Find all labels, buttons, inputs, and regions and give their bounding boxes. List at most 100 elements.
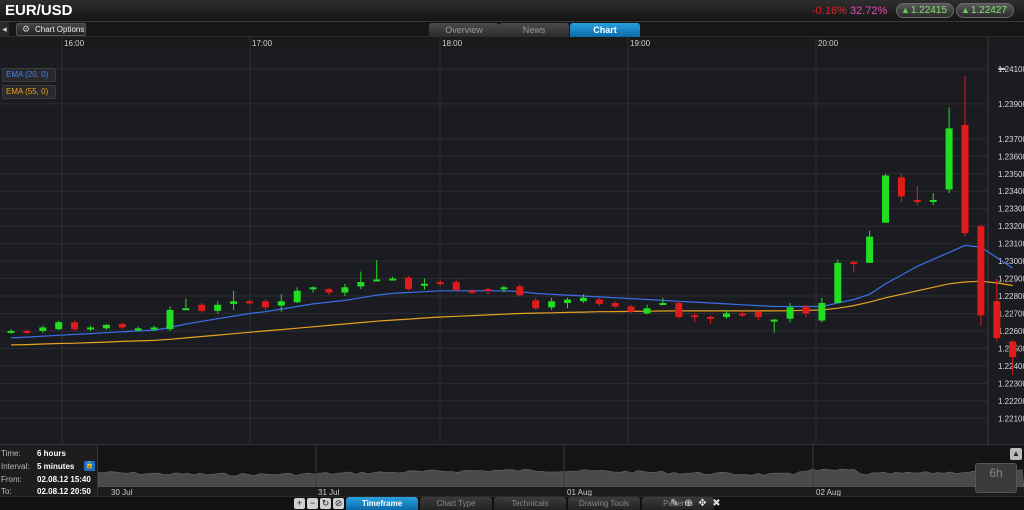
candle-body bbox=[611, 303, 619, 307]
arrow-up-icon: ▲ bbox=[901, 5, 910, 15]
tab-timeframe[interactable]: Timeframe bbox=[346, 497, 418, 510]
candle-body bbox=[389, 278, 397, 281]
candle-body bbox=[564, 299, 571, 304]
candle-body bbox=[977, 226, 985, 316]
tab-drawing-tools[interactable]: Drawing Tools bbox=[568, 497, 640, 510]
candle-body bbox=[770, 319, 778, 322]
candle-body bbox=[39, 327, 47, 331]
ema-20-legend[interactable]: EMA (20, 0) bbox=[2, 68, 56, 82]
candle-body bbox=[691, 315, 699, 318]
navigator-overview-chart[interactable] bbox=[98, 445, 1024, 497]
candle-body bbox=[834, 262, 842, 304]
ema-55-legend[interactable]: EMA (55, 0) bbox=[2, 85, 56, 99]
candle-body bbox=[214, 304, 222, 311]
x-tick-label: 19:00 bbox=[630, 39, 651, 48]
candle-body bbox=[945, 128, 953, 190]
x-tick-label: 20:00 bbox=[818, 39, 839, 48]
tab-patterns[interactable]: Patterns bbox=[642, 497, 714, 510]
delete-icon[interactable]: ✖ bbox=[712, 498, 721, 509]
candle-body bbox=[866, 236, 874, 263]
candle-body bbox=[595, 299, 603, 304]
bottom-toolbar: + − ↻ ⊘ Timeframe Chart Type Technicals … bbox=[0, 496, 1024, 510]
buy-price-button[interactable]: ▲ 1.22427 bbox=[956, 3, 1014, 18]
y-tick-label: 1.22700 bbox=[998, 309, 1024, 318]
candle-body bbox=[420, 283, 428, 286]
ema-55-label: EMA (55, 0) bbox=[6, 87, 49, 96]
navigator-date-strip bbox=[98, 487, 1024, 497]
title-bar: EUR/USD -0.16% 32.72% ▲ 1.22415 ▲ 1.2242… bbox=[0, 0, 1024, 22]
axis-settings-icon[interactable]: ▬ bbox=[998, 65, 1006, 72]
pencil-icon[interactable]: ✎ bbox=[670, 498, 679, 509]
candle-body bbox=[405, 277, 412, 290]
chart-canvas[interactable]: 1.24100 1.23900 1.23700 1.23600 1.23500 1.234… bbox=[0, 37, 1024, 444]
candle-body bbox=[452, 282, 460, 290]
candle-body bbox=[516, 286, 524, 296]
candle-body bbox=[150, 327, 158, 330]
candle-body bbox=[118, 323, 126, 328]
range-selector-handle[interactable]: 6h bbox=[975, 463, 1017, 493]
chart-options-button[interactable]: ⚙ Chart Options bbox=[16, 23, 86, 36]
ema-20-label: EMA (20, 0) bbox=[6, 70, 49, 79]
tab-news[interactable]: News bbox=[499, 23, 569, 37]
candle-body bbox=[913, 199, 921, 202]
candle-body bbox=[882, 175, 889, 223]
nav-date-label: 30 Jul bbox=[111, 488, 133, 497]
info-to-label: To: bbox=[1, 487, 12, 496]
x-tick-label: 16:00 bbox=[64, 39, 85, 48]
candle-body bbox=[897, 177, 905, 197]
candle-body bbox=[548, 301, 556, 308]
y-tick-label: 1.22200 bbox=[998, 397, 1024, 406]
info-interval-label: Interval: bbox=[1, 462, 30, 471]
zoom-in-icon[interactable]: + bbox=[294, 498, 305, 509]
candle-body bbox=[818, 303, 826, 321]
crosshair-icon[interactable]: ⊕ bbox=[684, 498, 693, 509]
candle-body bbox=[754, 311, 762, 317]
candle-body bbox=[182, 308, 190, 311]
tab-technicals[interactable]: Technicals bbox=[494, 497, 566, 510]
collapse-button[interactable]: ◂ bbox=[0, 22, 9, 36]
change-percent: -0.16% bbox=[812, 5, 847, 17]
candle-body bbox=[261, 301, 269, 308]
candle-body bbox=[198, 304, 206, 311]
tab-chart[interactable]: Chart bbox=[570, 23, 640, 37]
y-tick-label: 1.23000 bbox=[998, 257, 1024, 266]
chart-options-label: Chart Options bbox=[35, 25, 85, 34]
scroll-up-icon[interactable]: ▲ bbox=[1010, 448, 1022, 460]
tab-overview[interactable]: Overview bbox=[429, 23, 499, 37]
y-tick-label: 1.22100 bbox=[998, 414, 1024, 423]
lock-icon[interactable]: 🔒 bbox=[84, 461, 95, 471]
y-tick-label: 1.23400 bbox=[998, 187, 1024, 196]
price-chart[interactable]: 1.24100 1.23900 1.23700 1.23600 1.23500 1.234… bbox=[0, 37, 1024, 444]
candle-body bbox=[246, 301, 253, 304]
candle-body bbox=[357, 282, 365, 287]
move-icon[interactable]: ✥ bbox=[698, 498, 707, 509]
reset-zoom-icon[interactable]: ↻ bbox=[320, 498, 331, 509]
info-from-label: From: bbox=[1, 475, 22, 484]
y-tick-label: 1.23500 bbox=[998, 170, 1024, 179]
candle-body bbox=[500, 287, 508, 290]
info-to-value: 02.08.12 20:50 bbox=[37, 487, 91, 496]
info-time-value: 6 hours bbox=[37, 449, 66, 458]
info-from-value: 02.08.12 15:40 bbox=[37, 475, 91, 484]
y-tick-label: 1.22900 bbox=[998, 275, 1024, 284]
y-tick-label: 1.23700 bbox=[998, 135, 1024, 144]
bid-price: 1.22415 bbox=[910, 5, 947, 16]
candle-body bbox=[293, 290, 301, 303]
candle-body bbox=[102, 324, 110, 329]
candle-body bbox=[643, 308, 651, 314]
candle-body bbox=[738, 313, 746, 316]
no-entry-icon[interactable]: ⊘ bbox=[333, 498, 344, 509]
ema-55-line bbox=[10, 280, 1013, 346]
candle-body bbox=[55, 322, 63, 330]
candle-body bbox=[532, 300, 540, 309]
zoom-out-icon[interactable]: − bbox=[307, 498, 318, 509]
chart-header-row: ◂ ⚙ Chart Options Overview News Chart bbox=[0, 22, 1024, 37]
info-interval-value: 5 minutes bbox=[37, 462, 75, 471]
y-tick-label: 1.22400 bbox=[998, 362, 1024, 371]
tab-chart-type[interactable]: Chart Type bbox=[420, 497, 492, 510]
sell-price-button[interactable]: ▲ 1.22415 bbox=[896, 3, 954, 18]
candle-body bbox=[1009, 341, 1017, 358]
candle-body bbox=[468, 290, 476, 293]
timeline-navigator[interactable]: Time: 6 hours Interval: 5 minutes 🔒 From… bbox=[0, 444, 1024, 497]
candle-body bbox=[786, 307, 794, 319]
